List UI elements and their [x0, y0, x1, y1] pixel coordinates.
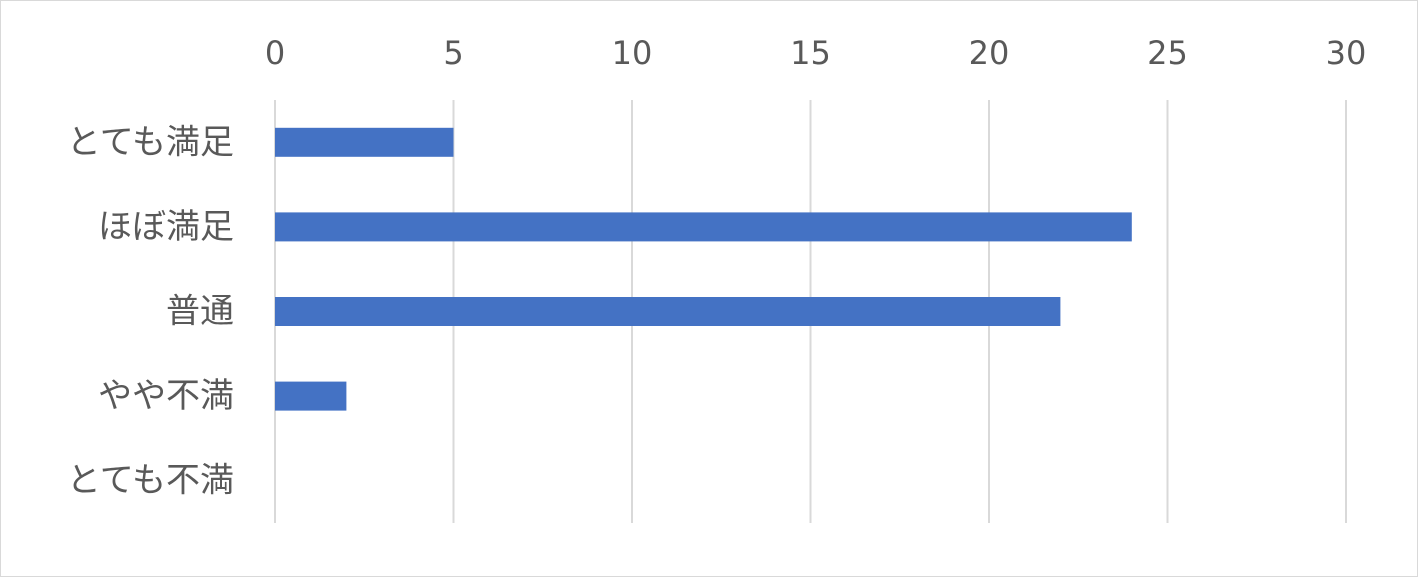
x-tick-label: 25 [1147, 34, 1188, 72]
x-tick-label: 10 [612, 34, 653, 72]
bar [275, 381, 347, 411]
x-tick-label: 15 [790, 34, 831, 72]
category-label: やや不満 [98, 376, 234, 416]
x-tick-label: 20 [969, 34, 1010, 72]
x-axis-tick-labels: 0 5 10 15 20 25 30 [265, 34, 1367, 72]
x-tick-label: 5 [443, 34, 463, 72]
category-label: とても満足 [67, 122, 234, 162]
x-tick-label: 30 [1326, 34, 1367, 72]
bar [275, 127, 454, 157]
category-label: ほぼ満足 [98, 207, 234, 247]
category-label: 普通 [166, 292, 234, 332]
x-tick-label: 0 [265, 34, 285, 72]
bar [275, 212, 1132, 242]
bars [275, 127, 1132, 411]
bar [275, 297, 1061, 326]
category-label: とても不満 [67, 461, 234, 501]
